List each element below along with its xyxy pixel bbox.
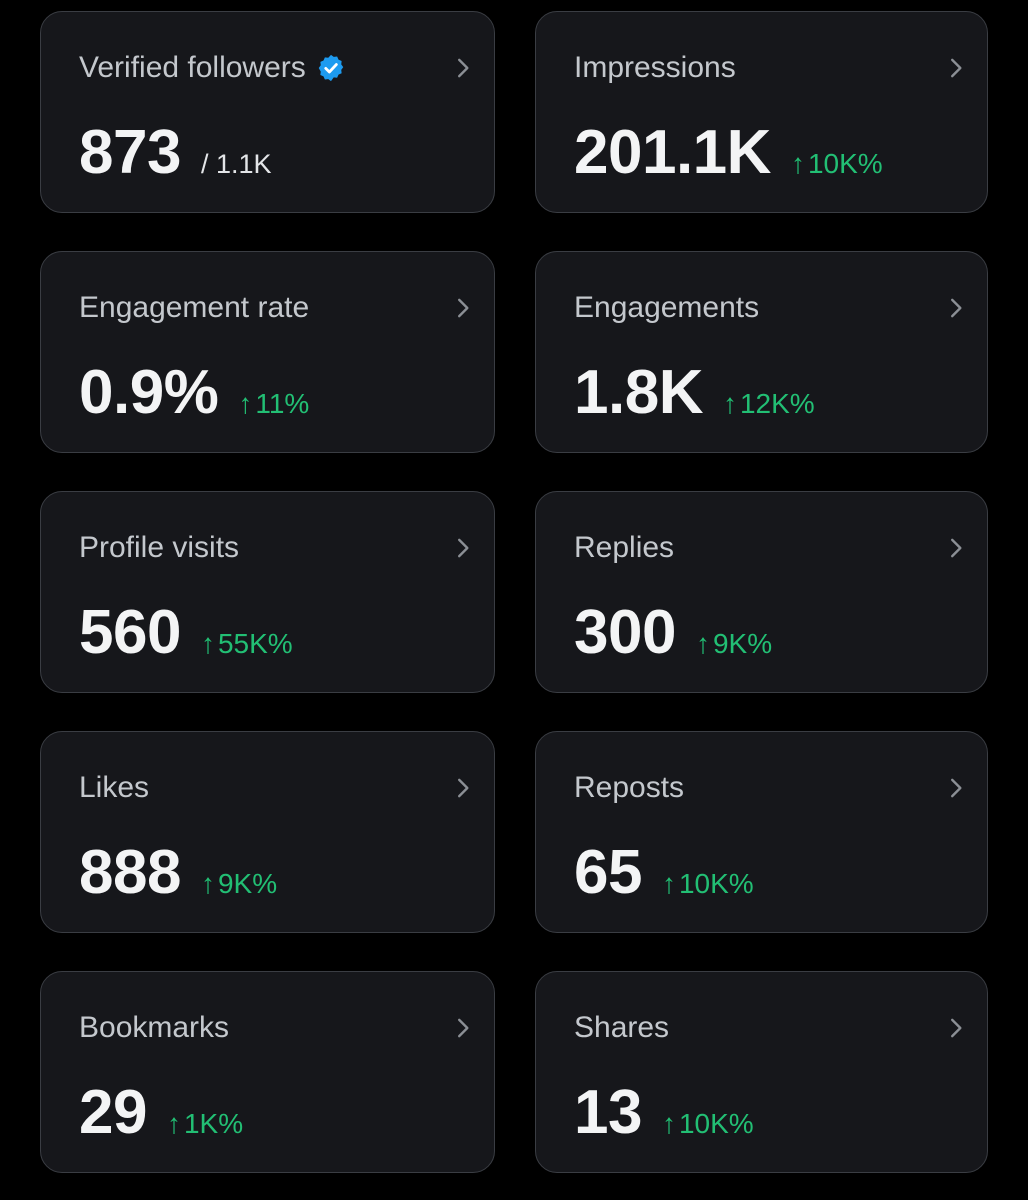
metric-value: 0.9% [79,358,219,427]
metric-card-shares[interactable]: Shares 13 ↑ 10K% [535,971,988,1173]
metric-value: 65 [574,838,642,907]
metric-value: 1.8K [574,358,703,427]
metric-delta-value: 9K% [217,868,278,899]
metric-card-likes[interactable]: Likes 888 ↑ 9K% [40,731,495,933]
metric-card-reposts[interactable]: Reposts 65 ↑ 10K% [535,731,988,933]
arrow-up-icon: ↑ [238,388,253,419]
metric-delta-value: 55K% [217,628,293,659]
metric-card-verified-followers[interactable]: Verified followers 873 / 1.1K [40,11,495,213]
arrow-up-icon: ↑ [695,628,710,659]
metric-delta: ↑ 10K% [662,1108,754,1140]
verified-badge-icon [316,53,346,83]
metric-delta: ↑ 55K% [201,628,293,660]
metric-title: Reposts [574,771,685,804]
metric-value: 29 [79,1078,147,1147]
chevron-right-icon [951,778,962,798]
arrow-up-icon: ↑ [200,868,215,899]
metric-title-row: Reposts [574,770,684,806]
metric-delta-value: 10K% [678,1108,754,1139]
chevron-right-icon [951,538,962,558]
metric-title-row: Bookmarks [79,1010,229,1046]
metric-title-row: Likes [79,770,149,806]
metric-card-replies[interactable]: Replies 300 ↑ 9K% [535,491,988,693]
metric-total: / 1.1K [200,149,272,179]
metric-delta-value: 11% [255,388,310,419]
arrow-up-icon: ↑ [166,1108,181,1139]
metric-value-row: 888 ↑ 9K% [79,840,277,906]
metric-value-row: 65 ↑ 10K% [574,840,754,906]
chevron-right-icon [458,538,469,558]
metric-card-engagement-rate[interactable]: Engagement rate 0.9% ↑ 11% [40,251,495,453]
metric-value-row: 201.1K ↑ 10K% [574,120,883,186]
metric-card-bookmarks[interactable]: Bookmarks 29 ↑ 1K% [40,971,495,1173]
metric-title-row: Impressions [574,50,736,86]
metric-delta: ↑ 9K% [201,868,277,900]
metric-delta-value: 10K% [678,868,754,899]
metric-delta: ↑ 10K% [791,148,883,180]
metric-value: 201.1K [574,118,771,187]
metric-value-row: 29 ↑ 1K% [79,1080,243,1146]
arrow-up-icon: ↑ [661,868,676,899]
metric-delta-value: 9K% [712,628,773,659]
metric-card-engagements[interactable]: Engagements 1.8K ↑ 12K% [535,251,988,453]
metric-delta-value: 1K% [183,1108,244,1139]
metric-title: Engagement rate [79,291,310,324]
metric-value: 13 [574,1078,642,1147]
metric-title: Profile visits [79,531,240,564]
metric-title-row: Verified followers [79,50,346,86]
metric-value-row: 0.9% ↑ 11% [79,360,309,426]
metric-title: Shares [574,1011,670,1044]
metrics-grid: Verified followers 873 / 1.1K Impression… [40,11,988,1173]
metric-title: Engagements [574,291,760,324]
metric-title-row: Shares [574,1010,669,1046]
metric-title-row: Engagements [574,290,759,326]
metric-value-row: 13 ↑ 10K% [574,1080,754,1146]
metric-delta: ↑ 12K% [723,388,815,420]
metric-delta-value: 10K% [807,148,883,179]
arrow-up-icon: ↑ [661,1108,676,1139]
metric-value-row: 873 / 1.1K [79,120,272,186]
metric-card-impressions[interactable]: Impressions 201.1K ↑ 10K% [535,11,988,213]
metric-card-profile-visits[interactable]: Profile visits 560 ↑ 55K% [40,491,495,693]
metric-value: 873 [79,118,181,187]
chevron-right-icon [458,1018,469,1038]
metric-value: 300 [574,598,676,667]
metric-delta-value: 12K% [739,388,815,419]
metric-title-row: Replies [574,530,674,566]
arrow-up-icon: ↑ [200,628,215,659]
arrow-up-icon: ↑ [790,148,805,179]
metric-value-row: 560 ↑ 55K% [79,600,293,666]
metric-delta: ↑ 11% [238,388,309,420]
metric-title: Verified followers [79,51,306,84]
metric-title: Bookmarks [79,1011,230,1044]
metric-delta: ↑ 1K% [167,1108,243,1140]
metric-title: Likes [79,771,150,804]
chevron-right-icon [458,58,469,78]
metric-value-row: 1.8K ↑ 12K% [574,360,815,426]
metric-title: Impressions [574,51,736,84]
arrow-up-icon: ↑ [722,388,737,419]
metric-value-row: 300 ↑ 9K% [574,600,772,666]
metric-value: 560 [79,598,181,667]
metric-delta: ↑ 9K% [696,628,772,660]
metric-title-row: Engagement rate [79,290,309,326]
metric-title-row: Profile visits [79,530,239,566]
chevron-right-icon [458,298,469,318]
metric-delta: ↑ 10K% [662,868,754,900]
chevron-right-icon [951,1018,962,1038]
chevron-right-icon [951,298,962,318]
metric-title: Replies [574,531,675,564]
chevron-right-icon [951,58,962,78]
chevron-right-icon [458,778,469,798]
metric-value: 888 [79,838,181,907]
